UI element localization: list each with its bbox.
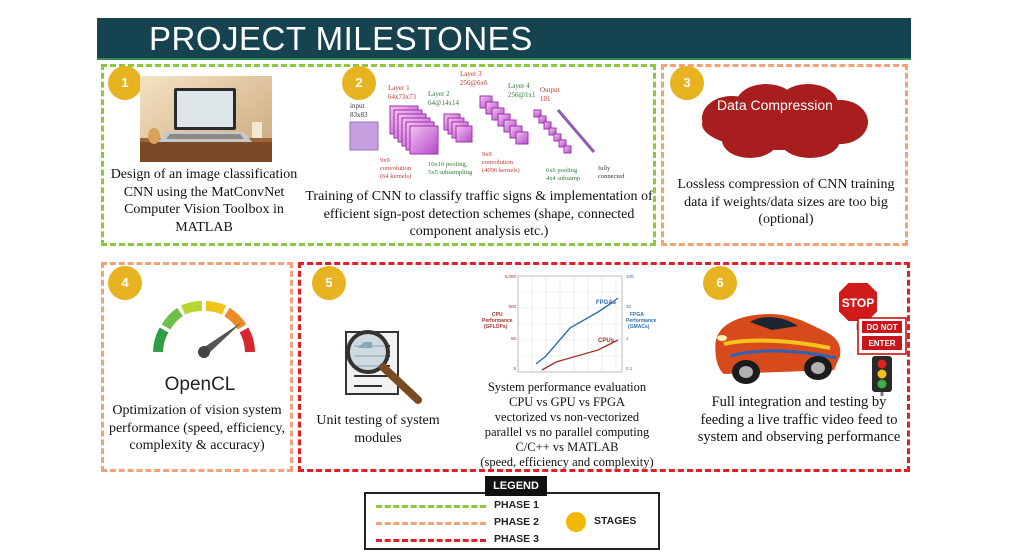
- stage-5-badge: 5: [312, 266, 346, 300]
- right-tick-3: 0.1: [626, 366, 633, 371]
- phase3-box: [298, 262, 910, 472]
- cpu-series-label: CPUs: [598, 338, 615, 344]
- eval-line-4: C/C++ vs MATLAB: [515, 440, 619, 454]
- op1-label: 9x9 convolution (64 kernels): [380, 157, 412, 180]
- performance-chart: 5,000 500 50 5 100 10 1 0.1 CPU Performan…: [482, 274, 656, 373]
- left-tick-0: 5,000: [505, 274, 517, 279]
- stage-4-badge: 4: [108, 266, 142, 300]
- cloud-text: Data Compression: [717, 97, 833, 113]
- title-accent-line: [97, 58, 911, 60]
- eval-line-5: (speed, efficiency and complexity): [480, 455, 654, 469]
- traffic-light-icon: [872, 356, 892, 396]
- op2-label: 10x10 pooling, 5x5 subsampling: [428, 161, 473, 176]
- cpu-series-line: [541, 339, 619, 371]
- right-tick-1: 10: [626, 304, 632, 309]
- stage-2-badge: 2: [342, 66, 376, 100]
- performance-gauge-icon: [153, 300, 255, 358]
- stage-5-evaluation-caption: System performance evaluation CPU vs GPU…: [460, 380, 674, 470]
- stage-2-caption: Training of CNN to classify traffic sign…: [305, 189, 653, 239]
- eval-line-0: System performance evaluation: [487, 380, 647, 394]
- legend-phase2-line: [376, 522, 486, 525]
- stage-3-badge: 3: [670, 66, 704, 100]
- output-bar: [556, 109, 596, 153]
- toy-car-and-signs-image: STOP DO NOT ENTER: [715, 281, 907, 396]
- data-compression-cloud: [702, 84, 868, 158]
- fpga-series-label: FPGAs: [596, 300, 617, 306]
- layer2-stack: [443, 113, 473, 143]
- svg-text:STOP: STOP: [842, 296, 874, 310]
- layer3-label: Layer 3 256@6x6: [460, 70, 488, 87]
- svg-text:ENTER: ENTER: [868, 339, 895, 348]
- input-square: [349, 121, 379, 151]
- page-title: PROJECT MILESTONES: [149, 20, 533, 57]
- output-label: Output 101: [540, 86, 560, 103]
- cnn-architecture-diagram: input 83x83 Layer 1 64x73x73 Layer 2 64@14x…: [349, 70, 625, 182]
- layer4-label: Layer 4 256@1x1: [508, 82, 536, 99]
- phase1-box: [101, 64, 656, 246]
- legend-phase3-line: [376, 539, 486, 542]
- right-tick-0: 100: [626, 274, 634, 279]
- opencl-logo-text: OpenCL: [164, 374, 236, 395]
- phase2-box-stage3: [661, 64, 908, 246]
- input-label: input 83x83: [350, 102, 368, 119]
- title-bar: PROJECT MILESTONES: [97, 18, 911, 58]
- layer3-stack: [479, 95, 529, 145]
- left-axis-label: CPU Performance (GFLOPs): [482, 312, 513, 330]
- legend-stages-label: STAGES: [594, 515, 637, 527]
- svg-text:DO NOT: DO NOT: [866, 323, 897, 332]
- toy-race-car-icon: [715, 314, 841, 384]
- left-tick-2: 50: [511, 336, 517, 341]
- phase2-box-stage4: [101, 262, 293, 472]
- legend-phase1-label: PHASE 1: [494, 499, 539, 511]
- op5-label: fully connected: [598, 165, 625, 180]
- legend-phase3-label: PHASE 3: [494, 533, 539, 545]
- stop-sign-icon: STOP: [837, 281, 879, 330]
- stage-1-badge: 1: [108, 66, 142, 100]
- legend-stage-dot: [566, 512, 586, 532]
- layer4-stack: [533, 109, 572, 154]
- unit-testing-magnifier-icon: [345, 330, 422, 404]
- stage-6-badge: 6: [703, 266, 737, 300]
- eval-line-1: CPU vs GPU vs FPGA: [508, 395, 625, 409]
- layer1-label: Layer 1 64x73x73: [388, 84, 417, 101]
- stage-3-caption: Lossless compression of CNN training dat…: [677, 177, 895, 227]
- right-tick-2: 1: [626, 336, 629, 341]
- right-axis-label: FPGA Performance (GMACs): [626, 312, 656, 330]
- stage-5-caption: Unit testing of system modules: [316, 413, 440, 446]
- op3-label: 9x9 convolution (4096 kernels): [482, 151, 520, 174]
- layer1-stack: [389, 105, 439, 155]
- fpga-series-line: [535, 297, 619, 365]
- eval-line-3: parallel vs no parallel computing: [484, 425, 650, 439]
- eval-line-2: vectorized vs non-vectorized: [494, 410, 640, 424]
- stage-4-caption: Optimization of vision system performanc…: [108, 403, 286, 453]
- left-tick-3: 5: [513, 366, 516, 371]
- legend-phase1-line: [376, 505, 486, 508]
- legend-title: LEGEND: [485, 476, 547, 496]
- stage-6-caption: Full integration and testing by feeding …: [697, 394, 901, 445]
- stage-1-caption: Design of an image classification CNN us…: [110, 167, 298, 235]
- op4-label: 6x6 pooling 4x4 subsamp: [546, 167, 580, 182]
- layer2-label: Layer 2 64@14x14: [428, 90, 459, 107]
- legend-phase2-label: PHASE 2: [494, 516, 539, 528]
- do-not-enter-sign-icon: DO NOT ENTER: [857, 317, 907, 355]
- laptop-photo: [140, 76, 272, 162]
- left-tick-1: 500: [508, 304, 516, 309]
